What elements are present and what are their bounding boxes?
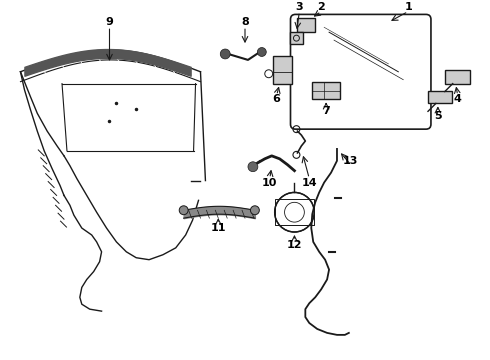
Bar (445, 70, 469, 84)
Text: 10: 10 (262, 177, 277, 188)
Bar (312, 82, 340, 99)
FancyBboxPatch shape (291, 14, 431, 129)
Text: 9: 9 (105, 17, 113, 27)
Text: 8: 8 (241, 17, 249, 27)
Circle shape (220, 49, 230, 59)
Bar (273, 56, 293, 84)
Text: 12: 12 (287, 240, 302, 250)
Bar (297, 18, 315, 32)
Text: 5: 5 (434, 111, 441, 121)
Circle shape (257, 48, 266, 57)
Text: 11: 11 (211, 223, 226, 233)
Text: 14: 14 (301, 177, 317, 188)
Text: 2: 2 (318, 3, 325, 13)
Circle shape (250, 206, 259, 215)
Text: 1: 1 (404, 3, 412, 13)
Text: 7: 7 (322, 106, 330, 116)
Bar (290, 32, 303, 44)
Circle shape (179, 206, 188, 215)
Circle shape (248, 162, 258, 172)
Text: 3: 3 (295, 3, 303, 13)
Bar (275, 199, 314, 225)
Text: 13: 13 (343, 156, 359, 166)
Bar (428, 91, 452, 103)
Text: 6: 6 (273, 94, 281, 104)
Text: 4: 4 (454, 94, 462, 104)
